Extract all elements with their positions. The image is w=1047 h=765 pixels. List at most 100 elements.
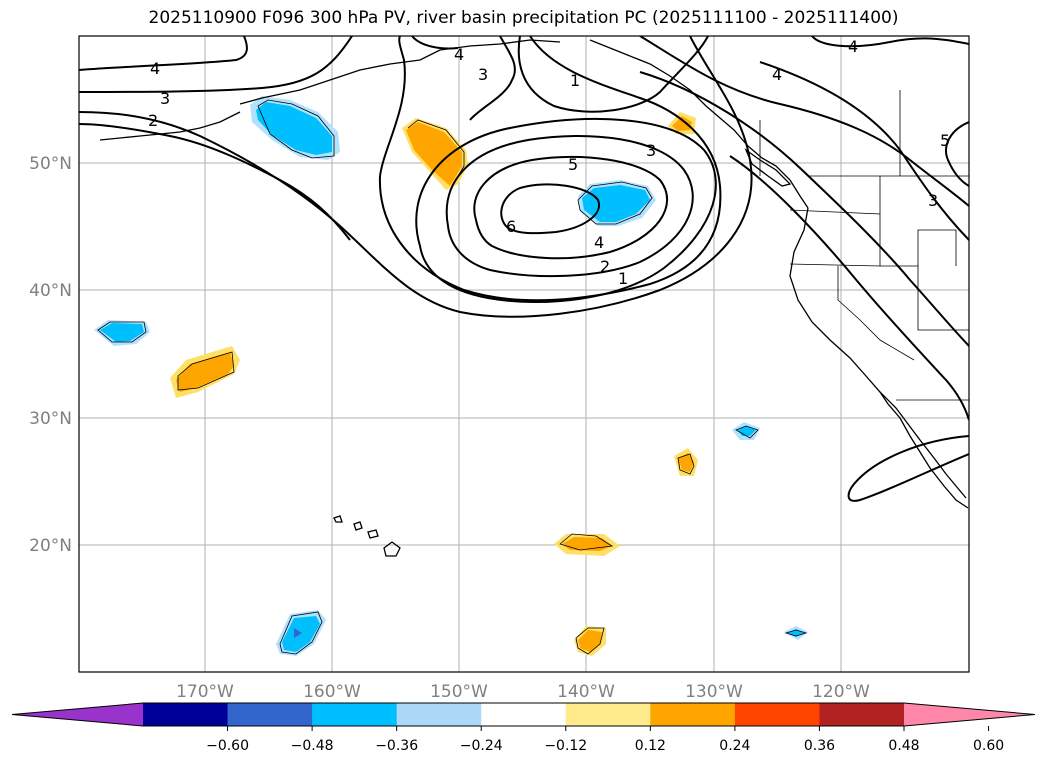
pos-anomaly-132w-core bbox=[678, 453, 694, 472]
contour-label-1-top: 1 bbox=[570, 71, 580, 90]
coast-bc-alaska-panhandle bbox=[589, 39, 809, 209]
lon-label-140w: 140°W bbox=[557, 682, 615, 702]
contour-3-top bbox=[469, 36, 516, 121]
map-title: 2025110900 F096 300 hPa PV, river basin … bbox=[148, 8, 899, 28]
colorbar-segment bbox=[565, 703, 651, 726]
contour-3-right bbox=[759, 61, 969, 241]
colorbar-tick-label: −0.36 bbox=[375, 738, 418, 754]
neg-anomaly-offshore-core bbox=[582, 185, 650, 222]
contour-4-right bbox=[639, 36, 969, 207]
contour-label-3-mid: 3 bbox=[646, 141, 656, 160]
outline-alaska bbox=[257, 99, 335, 159]
lat-label-40n: 40°N bbox=[29, 281, 72, 301]
lon-label-120w: 120°W bbox=[812, 682, 870, 702]
lon-label-130w: 130°W bbox=[685, 682, 743, 702]
coast-us-west bbox=[789, 207, 967, 499]
hawaii-island-oahu bbox=[353, 521, 363, 531]
contour-3-left bbox=[79, 36, 353, 93]
outline-offshore bbox=[577, 181, 653, 225]
pos-anomaly-150w-core bbox=[406, 122, 462, 186]
hawaii-island-maui bbox=[367, 529, 379, 539]
hawaii-island-kauai bbox=[333, 515, 343, 523]
contour-label-5: 5 bbox=[568, 155, 578, 174]
map-frame bbox=[78, 35, 970, 673]
colorbar-segment bbox=[481, 703, 567, 726]
outline-162w-12n bbox=[279, 611, 323, 655]
colorbar-segment bbox=[650, 703, 736, 726]
contour-2 bbox=[378, 36, 722, 302]
anomaly-outlines bbox=[97, 99, 808, 655]
contour-label-3-top: 3 bbox=[478, 65, 488, 84]
colorbar-extend-low bbox=[12, 703, 143, 726]
colorbar-tick-label: 0.60 bbox=[973, 738, 1004, 754]
contour-label-4-center: 4 bbox=[594, 233, 604, 252]
contour-label-4-topright: 4 bbox=[848, 37, 858, 56]
lat-label-30n: 30°N bbox=[29, 409, 72, 429]
contour-1 bbox=[79, 36, 753, 318]
coast-alaska-peninsula bbox=[239, 39, 561, 105]
lon-labels: 170°W 160°W 150°W 140°W 130°W 120°W bbox=[176, 682, 870, 702]
lat-label-20n: 20°N bbox=[29, 536, 72, 556]
outline-175w bbox=[97, 321, 147, 343]
gridlines bbox=[79, 36, 969, 672]
lat-label-50n: 50°N bbox=[29, 154, 72, 174]
contour-1-right bbox=[729, 155, 969, 421]
coast-aleutians bbox=[99, 111, 241, 141]
hawaii-island-big bbox=[383, 541, 401, 557]
pv-contours bbox=[79, 36, 969, 502]
contour-labels: 6 5 5 4 4 4 4 4 3 3 3 3 2 2 1 1 bbox=[148, 37, 950, 288]
outline-124w bbox=[784, 629, 808, 637]
outline-140w-20n bbox=[559, 533, 614, 551]
contour-label-4-right: 4 bbox=[772, 65, 782, 84]
contour-4-left bbox=[79, 36, 248, 71]
contour-label-4-top: 4 bbox=[454, 45, 464, 64]
border-us-states-2 bbox=[879, 176, 969, 331]
colorbar-tick-label: 0.24 bbox=[719, 738, 750, 754]
colorbar-segment bbox=[819, 703, 905, 726]
colorbar-segment bbox=[396, 703, 482, 726]
colorbar-tick-label: −0.60 bbox=[206, 738, 249, 754]
contour-label-6: 6 bbox=[506, 217, 516, 236]
coast-vancouver-island bbox=[744, 148, 792, 187]
contour-5 bbox=[473, 155, 668, 260]
contour-4-top bbox=[411, 36, 459, 50]
border-us-states-1 bbox=[789, 209, 881, 267]
contour-label-5-right: 5 bbox=[940, 131, 950, 150]
colorbar: −0.60 −0.48 −0.36 −0.24 −0.12 0.12 0.24 0.36 0.4… bbox=[11, 702, 1036, 754]
contour-south-loop bbox=[847, 435, 969, 502]
outline-127w bbox=[735, 425, 759, 439]
colorbar-outline bbox=[11, 702, 1036, 727]
colorbar-tick-label: −0.24 bbox=[460, 738, 503, 754]
lon-label-160w: 160°W bbox=[303, 682, 361, 702]
contour-label-3-right: 3 bbox=[928, 191, 938, 210]
contour-2-right bbox=[639, 71, 969, 347]
contour-label-3-left: 3 bbox=[160, 89, 170, 108]
contour-5-topright bbox=[945, 121, 969, 187]
contour-label-2-left: 2 bbox=[148, 111, 158, 130]
lon-label-150w: 150°W bbox=[430, 682, 488, 702]
colorbar-tick-label: 0.12 bbox=[635, 738, 666, 754]
contour-3-inner bbox=[415, 118, 717, 304]
colorbar-tick-label: −0.12 bbox=[544, 738, 587, 754]
colorbar-segment bbox=[227, 703, 313, 726]
neg-anomaly-alaska-core bbox=[256, 102, 332, 155]
border-canada-provinces bbox=[759, 90, 901, 176]
colorbar-segment bbox=[312, 703, 398, 726]
contour-label-2-center: 2 bbox=[600, 257, 610, 276]
pos-anomaly-140w-12n-core bbox=[578, 630, 602, 652]
shaded-anomalies bbox=[94, 96, 808, 656]
outline-170w bbox=[177, 351, 235, 391]
outline-132w bbox=[677, 453, 695, 475]
pos-anomaly-170w-core bbox=[176, 352, 234, 392]
contour-4 bbox=[445, 134, 694, 278]
outline-150w bbox=[407, 119, 465, 191]
coastlines bbox=[99, 39, 969, 557]
neg-anomaly-175w-core bbox=[100, 323, 144, 342]
border-us-states-3 bbox=[837, 266, 915, 361]
coast-baja bbox=[879, 391, 969, 509]
neg-anomaly-162w-12n-core bbox=[282, 616, 320, 652]
contour-2-left bbox=[79, 123, 351, 241]
contour-1-top bbox=[517, 36, 709, 113]
colorbar-tick-label: 0.36 bbox=[804, 738, 835, 754]
borders bbox=[759, 90, 969, 401]
